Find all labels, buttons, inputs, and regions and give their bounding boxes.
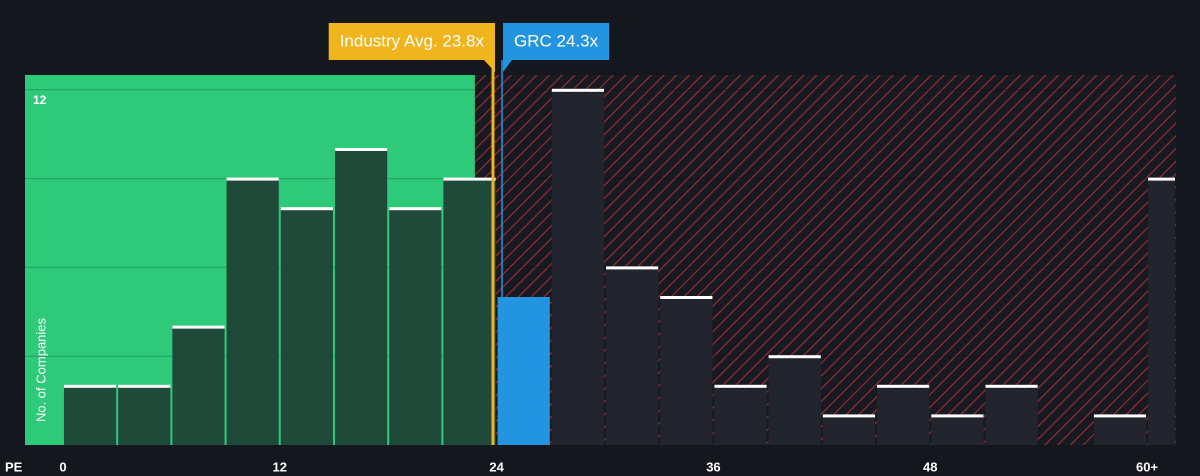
bar — [606, 267, 659, 445]
bar-cap — [606, 266, 659, 270]
bar — [226, 178, 279, 445]
bar-cap — [334, 148, 388, 151]
bar — [497, 297, 550, 445]
bar — [877, 385, 930, 445]
x-tick-label: 36 — [706, 459, 720, 474]
bar — [389, 208, 442, 445]
x-tick-label: 0 — [59, 459, 66, 474]
annotation-label: GRC 24.3x — [514, 31, 599, 50]
bar-cap — [714, 384, 767, 388]
bar-cap — [280, 207, 333, 211]
bar — [931, 415, 984, 445]
x-tick-label: 48 — [923, 459, 937, 474]
bar-cap — [1093, 414, 1147, 418]
x-axis-label: PE — [5, 459, 23, 474]
bar-cap — [660, 296, 713, 299]
x-tick-label: 60+ — [1136, 459, 1158, 474]
bar-cap — [768, 355, 821, 359]
annotation-box — [328, 23, 495, 60]
bar — [118, 385, 171, 445]
y-axis-label: No. of Companies — [33, 317, 48, 422]
bar-cap — [1148, 177, 1175, 181]
bar-cap — [931, 414, 984, 418]
bar — [660, 297, 713, 445]
bar-cap — [172, 325, 225, 329]
bar — [822, 415, 876, 445]
bar-cap — [822, 414, 876, 418]
bar-cap — [551, 88, 605, 92]
bar — [551, 89, 605, 446]
x-tick-label: 12 — [273, 459, 287, 474]
annotation-pointer — [503, 60, 513, 72]
bar — [714, 385, 767, 445]
bar — [334, 149, 388, 445]
annotation-box — [503, 23, 610, 60]
bar — [985, 385, 1038, 445]
bar-cap — [389, 207, 442, 211]
bar — [1093, 415, 1147, 445]
x-tick-label: 24 — [489, 459, 504, 474]
bar-cap — [226, 177, 279, 181]
bar — [768, 356, 821, 445]
y-tick-label: 12 — [33, 93, 47, 107]
bar-cap — [118, 384, 171, 388]
annotation-pointer — [483, 60, 495, 72]
bar — [1148, 178, 1175, 445]
bar — [280, 208, 333, 445]
bar-cap — [443, 177, 496, 181]
bar — [63, 385, 117, 445]
bar — [443, 178, 496, 445]
bar — [172, 326, 225, 445]
annotation-label: Industry Avg. 23.8x — [340, 31, 485, 50]
bar-cap — [985, 384, 1038, 388]
bar-cap — [63, 384, 117, 388]
bar-cap — [877, 384, 930, 388]
